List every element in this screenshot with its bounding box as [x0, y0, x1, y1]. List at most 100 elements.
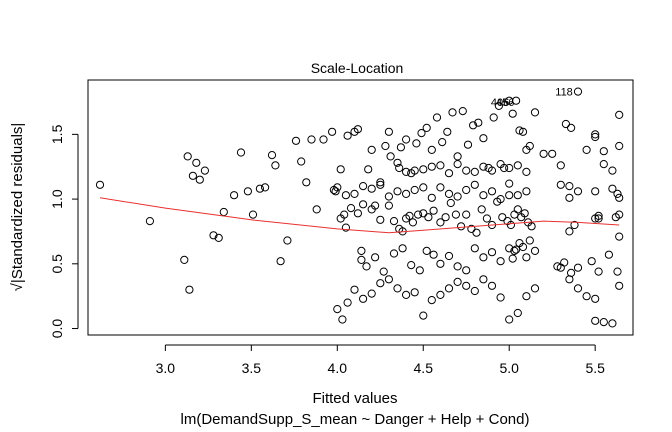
- data-point: [458, 107, 467, 116]
- data-point: [95, 180, 105, 189]
- data-point: [415, 266, 424, 275]
- data-point: [381, 141, 390, 151]
- data-point: [470, 286, 479, 296]
- data-point: [343, 298, 352, 307]
- data-point: [479, 134, 488, 143]
- data-point: [384, 275, 393, 284]
- data-point: [230, 191, 239, 200]
- data-point: [353, 209, 362, 218]
- data-point: [496, 160, 505, 169]
- data-point: [195, 175, 204, 184]
- data-point: [565, 275, 574, 284]
- data-point: [359, 182, 368, 191]
- data-point: [522, 253, 531, 262]
- x-tick-label: 3.5: [242, 360, 262, 376]
- data-point: [402, 290, 411, 299]
- data-point: [424, 213, 433, 222]
- data-point: [359, 294, 368, 303]
- data-point: [328, 127, 337, 136]
- data-point: [367, 145, 376, 154]
- data-point: [582, 292, 591, 301]
- data-point: [362, 262, 371, 271]
- data-point: [443, 127, 452, 136]
- data-point: [405, 211, 414, 220]
- data-point: [451, 210, 460, 219]
- point-annotation: 406: [491, 97, 509, 109]
- data-point: [396, 143, 405, 152]
- data-point: [608, 184, 617, 193]
- data-point: [214, 233, 223, 242]
- data-point: [307, 135, 316, 144]
- data-point: [389, 249, 399, 258]
- data-point: [412, 139, 421, 148]
- data-point: [513, 205, 522, 214]
- data-point: [384, 127, 393, 136]
- data-point: [522, 292, 531, 301]
- data-point: [479, 191, 488, 200]
- data-point: [429, 250, 438, 259]
- data-point: [505, 163, 514, 173]
- data-point: [615, 110, 624, 120]
- data-point: [402, 135, 411, 144]
- data-point: [145, 217, 154, 226]
- data-point: [341, 191, 350, 200]
- data-point: [453, 192, 462, 201]
- data-point: [553, 262, 562, 271]
- y-tick-label: 1.5: [49, 124, 65, 144]
- data-point: [427, 162, 436, 171]
- data-point: [319, 135, 328, 144]
- data-point: [384, 192, 393, 201]
- chart-title: Scale-Location: [311, 60, 404, 76]
- data-point: [462, 281, 471, 290]
- y-axis: 0.0 0.5 1.0 1.5: [49, 124, 79, 338]
- data-point: [615, 193, 624, 202]
- data-point: [599, 160, 608, 169]
- data-point: [525, 236, 534, 245]
- data-point: [613, 189, 622, 198]
- data-point: [594, 211, 603, 220]
- data-point: [419, 311, 428, 320]
- data-point: [573, 187, 583, 196]
- data-point: [446, 198, 455, 208]
- data-point: [494, 101, 503, 111]
- data-point: [419, 209, 428, 218]
- data-point: [508, 109, 517, 118]
- data-point: [331, 187, 340, 196]
- data-point: [402, 189, 411, 198]
- data-point: [573, 263, 583, 272]
- data-point: [436, 290, 445, 299]
- data-point: [591, 316, 600, 325]
- data-point: [613, 267, 622, 276]
- data-point: [608, 166, 617, 175]
- data-point: [367, 205, 376, 214]
- data-point: [336, 165, 345, 174]
- data-point: [410, 288, 419, 297]
- data-point: [448, 108, 457, 117]
- point-annotation: 456: [496, 97, 514, 109]
- data-point: [539, 149, 548, 158]
- data-point: [615, 210, 624, 219]
- y-tick-label: 0.5: [49, 254, 65, 274]
- data-point: [608, 319, 617, 328]
- data-point: [350, 189, 359, 198]
- data-point: [386, 152, 395, 161]
- data-point: [395, 163, 404, 173]
- x-tick-label: 5.5: [585, 360, 605, 376]
- data-point: [505, 315, 514, 324]
- data-point: [496, 195, 505, 204]
- data-point: [389, 217, 399, 226]
- data-point: [453, 262, 462, 271]
- data-point: [522, 187, 531, 196]
- data-point: [599, 147, 608, 156]
- data-point: [453, 277, 462, 286]
- data-point: [436, 259, 445, 268]
- data-point: [453, 152, 462, 161]
- data-point: [422, 246, 431, 255]
- data-point: [393, 187, 402, 196]
- data-point: [402, 167, 411, 176]
- data-point: [248, 210, 258, 219]
- data-point: [444, 284, 454, 293]
